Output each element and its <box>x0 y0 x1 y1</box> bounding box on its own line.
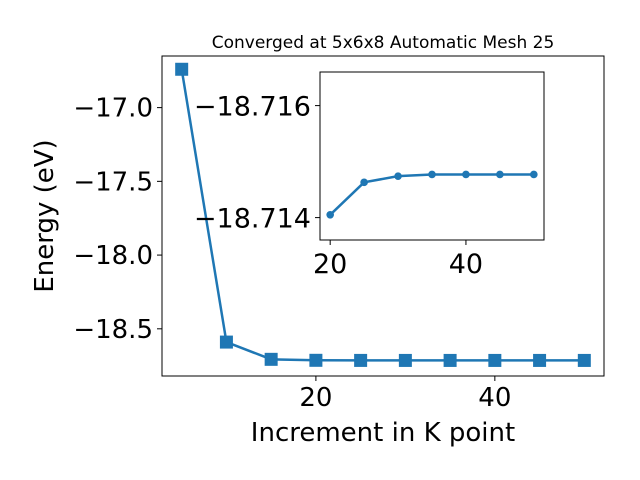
inset-axis-ticks: 20 40 −18.716 −18.714 <box>194 92 483 280</box>
y-axis-label: Energy (eV) <box>30 139 60 292</box>
inset-x-tick-label: 40 <box>449 249 483 280</box>
series-line <box>180 69 585 362</box>
main-plot-frame <box>161 55 605 377</box>
y-tick-label: −17.5 <box>73 167 153 197</box>
inset-y-tick-label: −18.716 <box>194 92 311 123</box>
data-point-marker <box>175 62 189 76</box>
inset-series <box>326 170 538 219</box>
inset-background <box>320 72 544 240</box>
data-point-marker <box>488 353 502 367</box>
inset-data-point-marker <box>326 211 334 219</box>
inset-data-point-marker <box>462 170 470 179</box>
y-tick-label: −17.0 <box>73 94 153 124</box>
main-axis-ticks: 20 40 −17.0 −17.5 −18.0 −18.5 <box>73 94 511 413</box>
inset-chart: 20 40 −18.716 −18.714 <box>194 71 545 280</box>
x-tick-label: 20 <box>299 383 332 413</box>
data-point-marker <box>533 353 547 367</box>
inset-y-tick-label: −18.714 <box>194 204 311 235</box>
y-tick-label: −18.0 <box>73 241 153 271</box>
chart-title: Converged at 5x6x8 Automatic Mesh 25 <box>212 33 555 53</box>
x-axis-label: Increment in K point <box>251 418 515 448</box>
x-tick-label: 40 <box>478 383 511 413</box>
inset-data-point-marker <box>360 178 368 187</box>
data-point-marker <box>219 335 233 349</box>
inset-plot-frame <box>319 71 545 241</box>
data-point-marker <box>443 353 457 367</box>
data-point-marker <box>354 353 368 367</box>
inset-data-point-marker <box>496 170 504 179</box>
inset-x-tick-label: 20 <box>313 249 347 280</box>
data-point-marker <box>577 353 591 367</box>
data-point-marker <box>264 352 278 366</box>
inset-data-point-marker <box>428 170 436 179</box>
inset-data-point-marker <box>394 172 402 180</box>
data-point-marker <box>398 353 412 367</box>
main-chart: Converged at 5x6x8 Automatic Mesh 25 20 4… <box>30 33 605 448</box>
data-point-marker <box>309 353 323 367</box>
inset-data-point-marker <box>530 170 538 179</box>
main-series <box>175 62 591 367</box>
y-tick-label: −18.5 <box>73 315 153 345</box>
